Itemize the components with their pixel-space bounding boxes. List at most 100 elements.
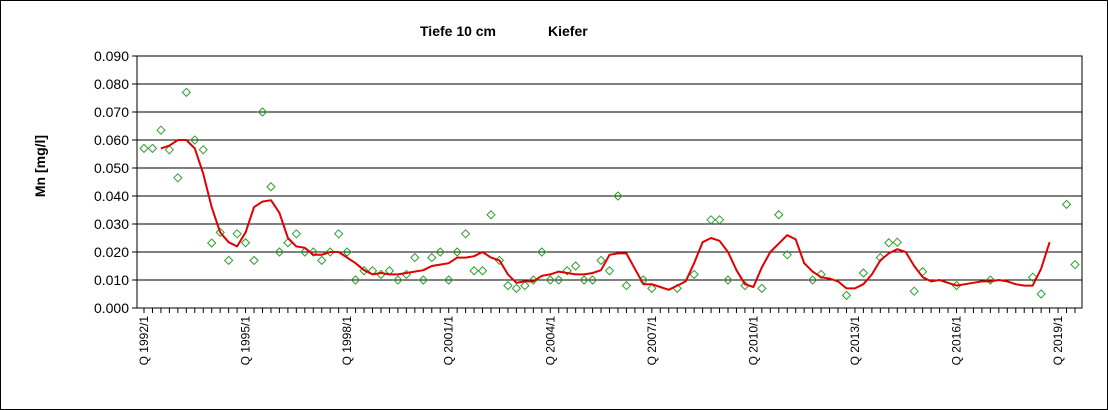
data-point [164, 145, 175, 155]
data-point [884, 238, 894, 248]
data-point [460, 229, 471, 239]
trend-line-series [160, 139, 1051, 291]
data-point [892, 237, 902, 247]
data-point [1036, 289, 1046, 299]
x-tick-label: Q 2016/1 [950, 316, 964, 366]
x-tick-label: Q 1995/1 [239, 316, 253, 366]
data-point [342, 247, 352, 257]
data-point [350, 275, 361, 285]
y-tick-label: 0.030 [94, 216, 129, 232]
chart-title-tree: Kiefer [548, 23, 588, 39]
data-point [723, 275, 733, 285]
data-point [807, 275, 818, 285]
data-point [359, 266, 369, 276]
data-point [333, 229, 344, 239]
trend-line [160, 139, 1051, 291]
data-point [1061, 199, 1072, 210]
data-point [985, 275, 996, 285]
data-point [190, 135, 200, 145]
data-point [503, 280, 513, 291]
x-tick-label: Q 2007/1 [645, 316, 659, 366]
data-point [139, 143, 149, 154]
data-point [317, 255, 327, 266]
data-point [545, 275, 555, 285]
y-tick-label: 0.010 [94, 272, 129, 288]
data-point [486, 210, 496, 220]
y-tick-label: 0.020 [94, 244, 129, 260]
data-point [621, 280, 632, 291]
y-tick-label: 0.040 [94, 188, 129, 204]
data-point [147, 143, 158, 154]
data-point [325, 247, 335, 257]
chart-title-depth: Tiefe 10 cm [420, 23, 496, 39]
data-point [443, 275, 454, 285]
data-point [410, 252, 420, 263]
data-point [215, 227, 225, 238]
data-point [596, 255, 606, 266]
data-point [537, 247, 547, 257]
x-tick-label: Q 2019/1 [1051, 316, 1065, 366]
data-point [198, 145, 208, 155]
data-point [570, 261, 581, 271]
y-tick-label: 0.000 [94, 300, 129, 316]
data-point [291, 229, 302, 239]
data-point [393, 275, 403, 285]
data-point [308, 247, 318, 257]
data-point [604, 266, 615, 276]
data-point [435, 247, 445, 257]
y-tick-label: 0.090 [94, 48, 129, 64]
data-point [587, 275, 598, 285]
data-point [173, 173, 183, 183]
data-point [257, 107, 268, 117]
data-point [266, 182, 276, 192]
data-point [1027, 272, 1038, 282]
data-point [249, 255, 259, 266]
data-point [452, 247, 462, 257]
data-point [240, 238, 251, 248]
y-axis: 0.000 0.010 0.020 0.030 0.040 0.050 0.060 0.070… [94, 48, 137, 316]
data-point [579, 275, 589, 285]
data-point [274, 247, 285, 257]
data-point [816, 269, 826, 280]
data-point [706, 215, 716, 225]
data-point [520, 280, 530, 291]
x-tick-label: Q 2013/1 [848, 316, 862, 366]
data-point [156, 125, 166, 135]
data-point [714, 215, 725, 225]
data-point [909, 286, 919, 296]
data-point [1070, 259, 1080, 270]
x-tick-label: Q 2010/1 [746, 316, 760, 366]
data-point [477, 266, 488, 276]
plot-area [136, 55, 1083, 309]
x-tick-label: Q 1998/1 [340, 316, 354, 366]
data-point [613, 191, 623, 201]
data-point [469, 266, 479, 276]
chart-title: Tiefe 10 cm Kiefer [420, 23, 588, 39]
grid-lines [137, 83, 1082, 281]
x-axis: Q 1992/1 Q 1995/1 Q 1998/1 Q 2001/1 Q 2004/1… [137, 308, 1076, 366]
data-point [562, 266, 572, 276]
data-point [782, 250, 792, 260]
data-point [418, 275, 429, 285]
data-point [689, 269, 699, 280]
data-point [427, 252, 437, 263]
y-tick-label: 0.050 [94, 160, 129, 176]
y-axis-title: Mn [mg/l] [32, 135, 48, 197]
data-point [774, 210, 784, 220]
data-point [207, 238, 217, 248]
x-tick-label: Q 2004/1 [543, 316, 557, 366]
scatter-series [139, 87, 1080, 301]
data-point [554, 275, 564, 285]
x-tick-label: Q 1992/1 [137, 316, 151, 366]
data-point [181, 87, 192, 98]
x-tick-label: Q 2001/1 [442, 316, 456, 366]
data-point [841, 290, 852, 301]
data-point [232, 229, 242, 239]
y-tick-label: 0.080 [94, 76, 129, 92]
data-point [647, 283, 657, 294]
data-point [757, 283, 767, 294]
data-point [511, 283, 522, 294]
y-tick-label: 0.060 [94, 132, 129, 148]
